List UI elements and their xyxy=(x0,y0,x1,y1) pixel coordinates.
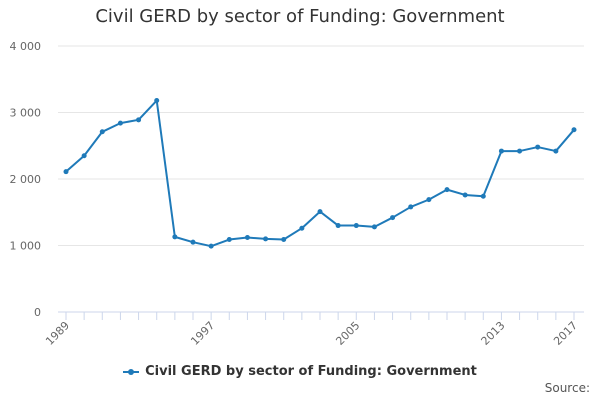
data-point xyxy=(136,117,142,123)
data-point xyxy=(480,193,486,199)
credits[interactable]: Source: xyxy=(544,381,590,395)
data-point xyxy=(426,197,432,203)
legend-label: Civil GERD by sector of Funding: Governm… xyxy=(145,364,477,379)
data-point xyxy=(408,204,414,210)
chart-title: Civil GERD by sector of Funding: Governm… xyxy=(95,6,505,27)
data-point xyxy=(353,223,359,229)
data-point xyxy=(517,148,523,154)
data-point xyxy=(371,224,377,230)
data-point xyxy=(299,225,305,231)
data-point xyxy=(317,209,323,215)
y-tick-label: 4 000 xyxy=(10,40,42,53)
data-point xyxy=(462,192,468,198)
y-tick-label: 2 000 xyxy=(10,173,42,186)
tick-labels: 0 1 000 2 000 3 000 4 000 1989 1997 2005 2013 201… xyxy=(10,40,581,348)
data-point xyxy=(444,187,450,193)
data-point xyxy=(263,236,269,242)
data-point xyxy=(390,215,396,221)
data-point xyxy=(117,120,123,126)
series-layer xyxy=(63,98,577,249)
data-point xyxy=(208,243,214,249)
gridlines xyxy=(58,45,584,246)
data-point xyxy=(154,98,160,104)
data-point xyxy=(190,239,196,245)
y-tick-label: 0 xyxy=(34,306,41,319)
legend-line-marker-icon xyxy=(123,368,140,375)
data-point xyxy=(335,223,341,229)
data-point xyxy=(172,234,178,240)
data-point xyxy=(81,153,87,159)
series-line xyxy=(65,99,575,248)
y-tick-label: 1 000 xyxy=(10,240,42,253)
data-point xyxy=(281,237,287,243)
x-tick-label: 2005 xyxy=(333,319,362,348)
data-point xyxy=(244,235,250,241)
data-point xyxy=(553,148,559,154)
x-tick-label: 1989 xyxy=(43,319,72,348)
data-point xyxy=(99,129,105,135)
x-tick-label: 2017 xyxy=(551,319,580,348)
data-point xyxy=(498,148,504,154)
y-tick-label: 3 000 xyxy=(10,107,42,120)
x-axis xyxy=(58,311,584,320)
data-point xyxy=(571,127,577,133)
data-point xyxy=(535,144,541,150)
legend[interactable]: Civil GERD by sector of Funding: Governm… xyxy=(0,364,600,379)
x-tick-label: 1997 xyxy=(188,319,217,348)
data-point xyxy=(226,237,232,243)
x-tick-label: 2013 xyxy=(479,319,508,348)
data-point xyxy=(63,169,69,175)
